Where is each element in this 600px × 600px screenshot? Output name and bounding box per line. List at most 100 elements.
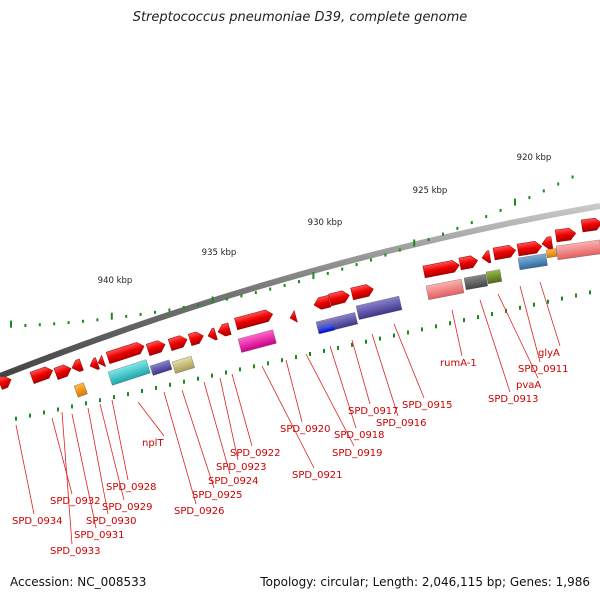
scale-minor-tick	[370, 258, 372, 262]
leader-line	[51, 417, 73, 495]
lower-tick	[533, 302, 535, 307]
leader-line	[393, 323, 425, 399]
lower-tick	[211, 373, 213, 378]
gene-label: SPD_0923	[216, 462, 267, 473]
feature-block	[107, 359, 151, 386]
gene-label: SPD_0916	[376, 418, 427, 429]
lower-tick	[393, 333, 395, 338]
scale-minor-tick	[456, 226, 459, 230]
scale-label: 940 kbp	[98, 276, 133, 286]
gene-arrow	[0, 375, 12, 390]
label-leaders	[15, 281, 561, 545]
lower-tick	[225, 370, 227, 375]
gene-arrow	[516, 240, 543, 257]
scale-minor-tick	[53, 322, 56, 326]
feature-block	[463, 274, 488, 290]
lower-tick	[449, 321, 451, 326]
gene-arrow	[105, 342, 145, 365]
gene-label: SPD_0913	[488, 394, 539, 405]
scale-label: 930 kbp	[308, 218, 343, 228]
scale-minor-tick	[168, 308, 171, 312]
gene-label: SPD_0928	[106, 482, 157, 493]
feature-block	[545, 248, 558, 259]
scale-minor-tick	[283, 283, 286, 287]
scale-major-tick	[211, 296, 214, 304]
scale-minor-tick	[298, 280, 300, 284]
gene-label: SPD_0919	[332, 448, 383, 459]
lower-tick	[239, 367, 241, 372]
feature-block	[237, 329, 277, 353]
lower-tick	[351, 342, 353, 347]
scale-minor-tick	[67, 321, 70, 325]
scale-labels: 920 kbp 925 kbp 930 kbp 935 kbp 940 kbp	[98, 153, 552, 286]
map-title: Streptococcus pneumoniae D39, complete g…	[132, 10, 468, 25]
genome-backbone	[0, 203, 600, 379]
gene-labels: SPD_0934 SPD_0933 SPD_0932 SPD_0931 SPD_0930…	[12, 348, 569, 557]
scale-label: 920 kbp	[517, 153, 552, 163]
gene-label: SPD_0921	[292, 470, 343, 481]
gene-arrow	[71, 358, 84, 372]
scale-minor-tick	[442, 232, 444, 236]
lower-tick	[323, 348, 325, 353]
scale-minor-tick	[82, 319, 84, 323]
feature-block	[517, 253, 548, 271]
lower-tick	[589, 290, 591, 295]
leader-line	[305, 353, 355, 447]
gene-label: rumA-1	[440, 358, 477, 369]
lower-tick	[71, 404, 73, 409]
feature-block	[355, 295, 403, 320]
leader-line	[137, 401, 165, 437]
gene-arrow	[458, 255, 479, 271]
scale-major-tick	[514, 198, 516, 206]
scale-minor-tick	[154, 310, 156, 314]
lower-tick	[421, 327, 423, 332]
gene-label: SPD_0932	[50, 496, 101, 507]
scale-minor-tick	[470, 221, 473, 225]
scale-minor-tick	[384, 253, 387, 257]
scale-major-tick	[110, 312, 113, 320]
leader-line	[99, 403, 125, 501]
lower-tick	[295, 355, 297, 360]
feature-track	[73, 239, 600, 398]
gene-arrow	[145, 340, 166, 357]
leader-line	[163, 391, 197, 505]
lower-tick	[183, 379, 185, 384]
scale-minor-tick	[38, 323, 41, 327]
gene-label: SPD_0922	[230, 448, 281, 459]
scale-minor-tick	[557, 182, 560, 186]
leader-line	[451, 309, 463, 357]
scale-major-tick	[312, 272, 315, 280]
gene-arrow	[167, 335, 188, 352]
scale-minor-tick	[96, 318, 99, 322]
gene-arrow	[187, 331, 204, 347]
leader-line	[203, 381, 231, 475]
gene-label: SPD_0930	[86, 516, 137, 527]
gene-arrow	[481, 250, 492, 264]
scale-minor-tick	[326, 271, 329, 275]
scale-minor-tick	[240, 294, 243, 298]
lower-tick	[15, 416, 17, 421]
leader-line	[71, 413, 97, 529]
gene-label: SPD_0931	[74, 530, 125, 541]
lower-tick	[365, 339, 367, 344]
gene-label: SPD_0926	[174, 506, 225, 517]
lower-tick	[379, 336, 381, 341]
gene-label: SPD_0929	[102, 502, 153, 513]
leader-line	[497, 293, 539, 379]
scale-major-tick	[413, 239, 416, 247]
lower-tick	[141, 389, 143, 393]
gene-arrow	[350, 284, 374, 301]
leader-line	[261, 365, 315, 469]
scale-minor-tick	[226, 297, 228, 301]
feature-block	[555, 239, 600, 261]
scale-minor-tick	[571, 175, 574, 179]
feature-block	[73, 382, 88, 398]
scale-minor-tick	[125, 314, 128, 318]
feature-block	[485, 269, 503, 284]
lower-tick	[197, 376, 199, 381]
scale-minor-tick	[427, 238, 430, 242]
leader-line	[219, 377, 239, 461]
leader-line	[519, 285, 541, 363]
